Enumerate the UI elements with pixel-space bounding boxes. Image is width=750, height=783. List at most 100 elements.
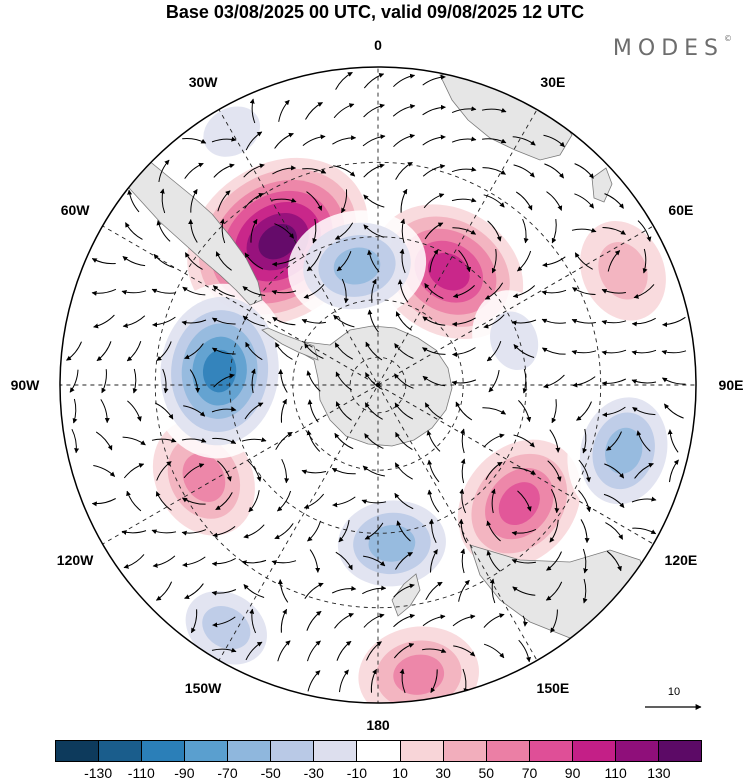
colorbar-swatch — [185, 741, 229, 761]
wind-arrow — [601, 378, 627, 387]
wind-arrow — [452, 285, 475, 299]
wind-arrow — [280, 398, 287, 423]
wind-arrow — [515, 191, 533, 211]
wind-arrow — [633, 284, 655, 299]
wind-arrow — [190, 609, 198, 634]
wind-arrow — [400, 218, 406, 244]
wind-arrow — [95, 431, 113, 451]
wind-arrow — [362, 465, 385, 477]
wind-arrow — [428, 518, 437, 544]
wind-arrow — [582, 428, 588, 454]
wind-arrow — [126, 340, 142, 362]
wind-arrow — [217, 190, 231, 212]
wind-arrow — [451, 166, 477, 173]
wind-arrow — [487, 220, 502, 242]
wind-arrow — [248, 490, 260, 513]
wind-arrow — [395, 311, 412, 331]
wind-arrow — [582, 578, 588, 604]
wind-arrow — [664, 403, 684, 419]
wind-arrow — [184, 162, 204, 179]
wind-arrow — [571, 350, 597, 355]
wind-arrow — [513, 434, 535, 448]
wind-arrow — [213, 163, 235, 178]
wind-arrow — [249, 98, 256, 124]
wind-arrow — [244, 402, 264, 420]
colorbar-swatch — [357, 741, 401, 761]
negative-anomaly-contour — [490, 311, 539, 371]
positive-anomaly-contour — [258, 223, 297, 260]
wind-arrow — [602, 406, 626, 418]
wind-arrow — [304, 343, 324, 359]
wind-arrow — [190, 188, 198, 213]
wind-arrow — [121, 290, 147, 295]
chart-title: Base 03/08/2025 00 UTC, valid 09/08/2025… — [165, 2, 585, 22]
wind-arrow — [517, 250, 532, 272]
colorbar-tick: -70 — [217, 765, 238, 781]
wind-arrow — [571, 227, 597, 233]
colorbar-swatch — [271, 741, 315, 761]
colorbar-tick: 30 — [435, 765, 451, 781]
wind-arrow — [489, 578, 496, 604]
wind-arrow — [511, 559, 536, 564]
wind-arrow — [572, 287, 596, 295]
wind-arrow — [662, 316, 686, 328]
colorbar-tick: 50 — [478, 765, 495, 781]
wind-arrow — [334, 222, 354, 240]
antarctic-peninsula-shape — [261, 327, 319, 361]
wind-arrow — [394, 373, 414, 389]
wind-arrow — [397, 279, 409, 303]
colorbar-swatch — [142, 741, 186, 761]
wind-arrow — [245, 131, 263, 151]
wind-arrow — [212, 285, 235, 297]
wind-arrow — [312, 218, 318, 244]
wind-arrow — [182, 286, 206, 296]
wind-arrow — [544, 163, 564, 179]
wind-arrow — [455, 401, 473, 421]
wind-arrow — [580, 519, 590, 544]
wind-arrow — [361, 499, 387, 505]
wind-arrow — [482, 138, 507, 144]
longitude-label: 60W — [60, 202, 90, 219]
wind-arrow — [333, 314, 355, 328]
wind-arrow — [395, 552, 413, 570]
wind-arrow — [512, 586, 536, 596]
wind-arrow — [181, 497, 206, 505]
wind-arrow — [451, 197, 477, 203]
wind-arrow — [156, 461, 172, 481]
wind-arrow — [483, 433, 505, 448]
wind-arrow — [332, 496, 356, 508]
wind-arrow — [189, 369, 201, 393]
wind-arrow — [603, 493, 625, 508]
wind-arrow — [364, 433, 384, 449]
wind-arrow — [632, 527, 657, 535]
wind-arrow — [125, 222, 143, 240]
negative-anomaly-contour — [605, 427, 643, 474]
wind-arrow — [306, 251, 322, 272]
wind-arrow — [604, 193, 624, 209]
wind-arrow — [101, 369, 107, 394]
wind-arrow — [481, 107, 507, 113]
wind-arrow — [430, 549, 438, 573]
colorbar-swatch — [99, 741, 143, 761]
wind-arrow — [212, 437, 237, 444]
wind-arrow — [96, 341, 112, 362]
wind-arrow — [211, 406, 237, 413]
wind-arrow — [243, 524, 265, 539]
wind-arrow — [491, 249, 497, 274]
wind-arrow — [486, 340, 502, 362]
wind-arrow — [331, 467, 356, 475]
wind-arrow — [631, 379, 657, 384]
wind-arrow — [370, 668, 377, 693]
wind-arrow — [393, 643, 415, 659]
wind-arrow — [396, 520, 411, 542]
wind-arrow — [424, 282, 444, 300]
wind-arrow — [307, 399, 319, 423]
wind-arrow — [333, 165, 356, 177]
wind-arrow — [183, 463, 205, 479]
colorbar-tick: -90 — [174, 765, 195, 781]
wind-arrow — [542, 256, 566, 268]
colorbar-tick: -10 — [346, 765, 368, 781]
wind-arrow — [363, 103, 385, 118]
wind-arrow — [582, 548, 589, 574]
wind-scale-label: 10 — [667, 686, 681, 698]
